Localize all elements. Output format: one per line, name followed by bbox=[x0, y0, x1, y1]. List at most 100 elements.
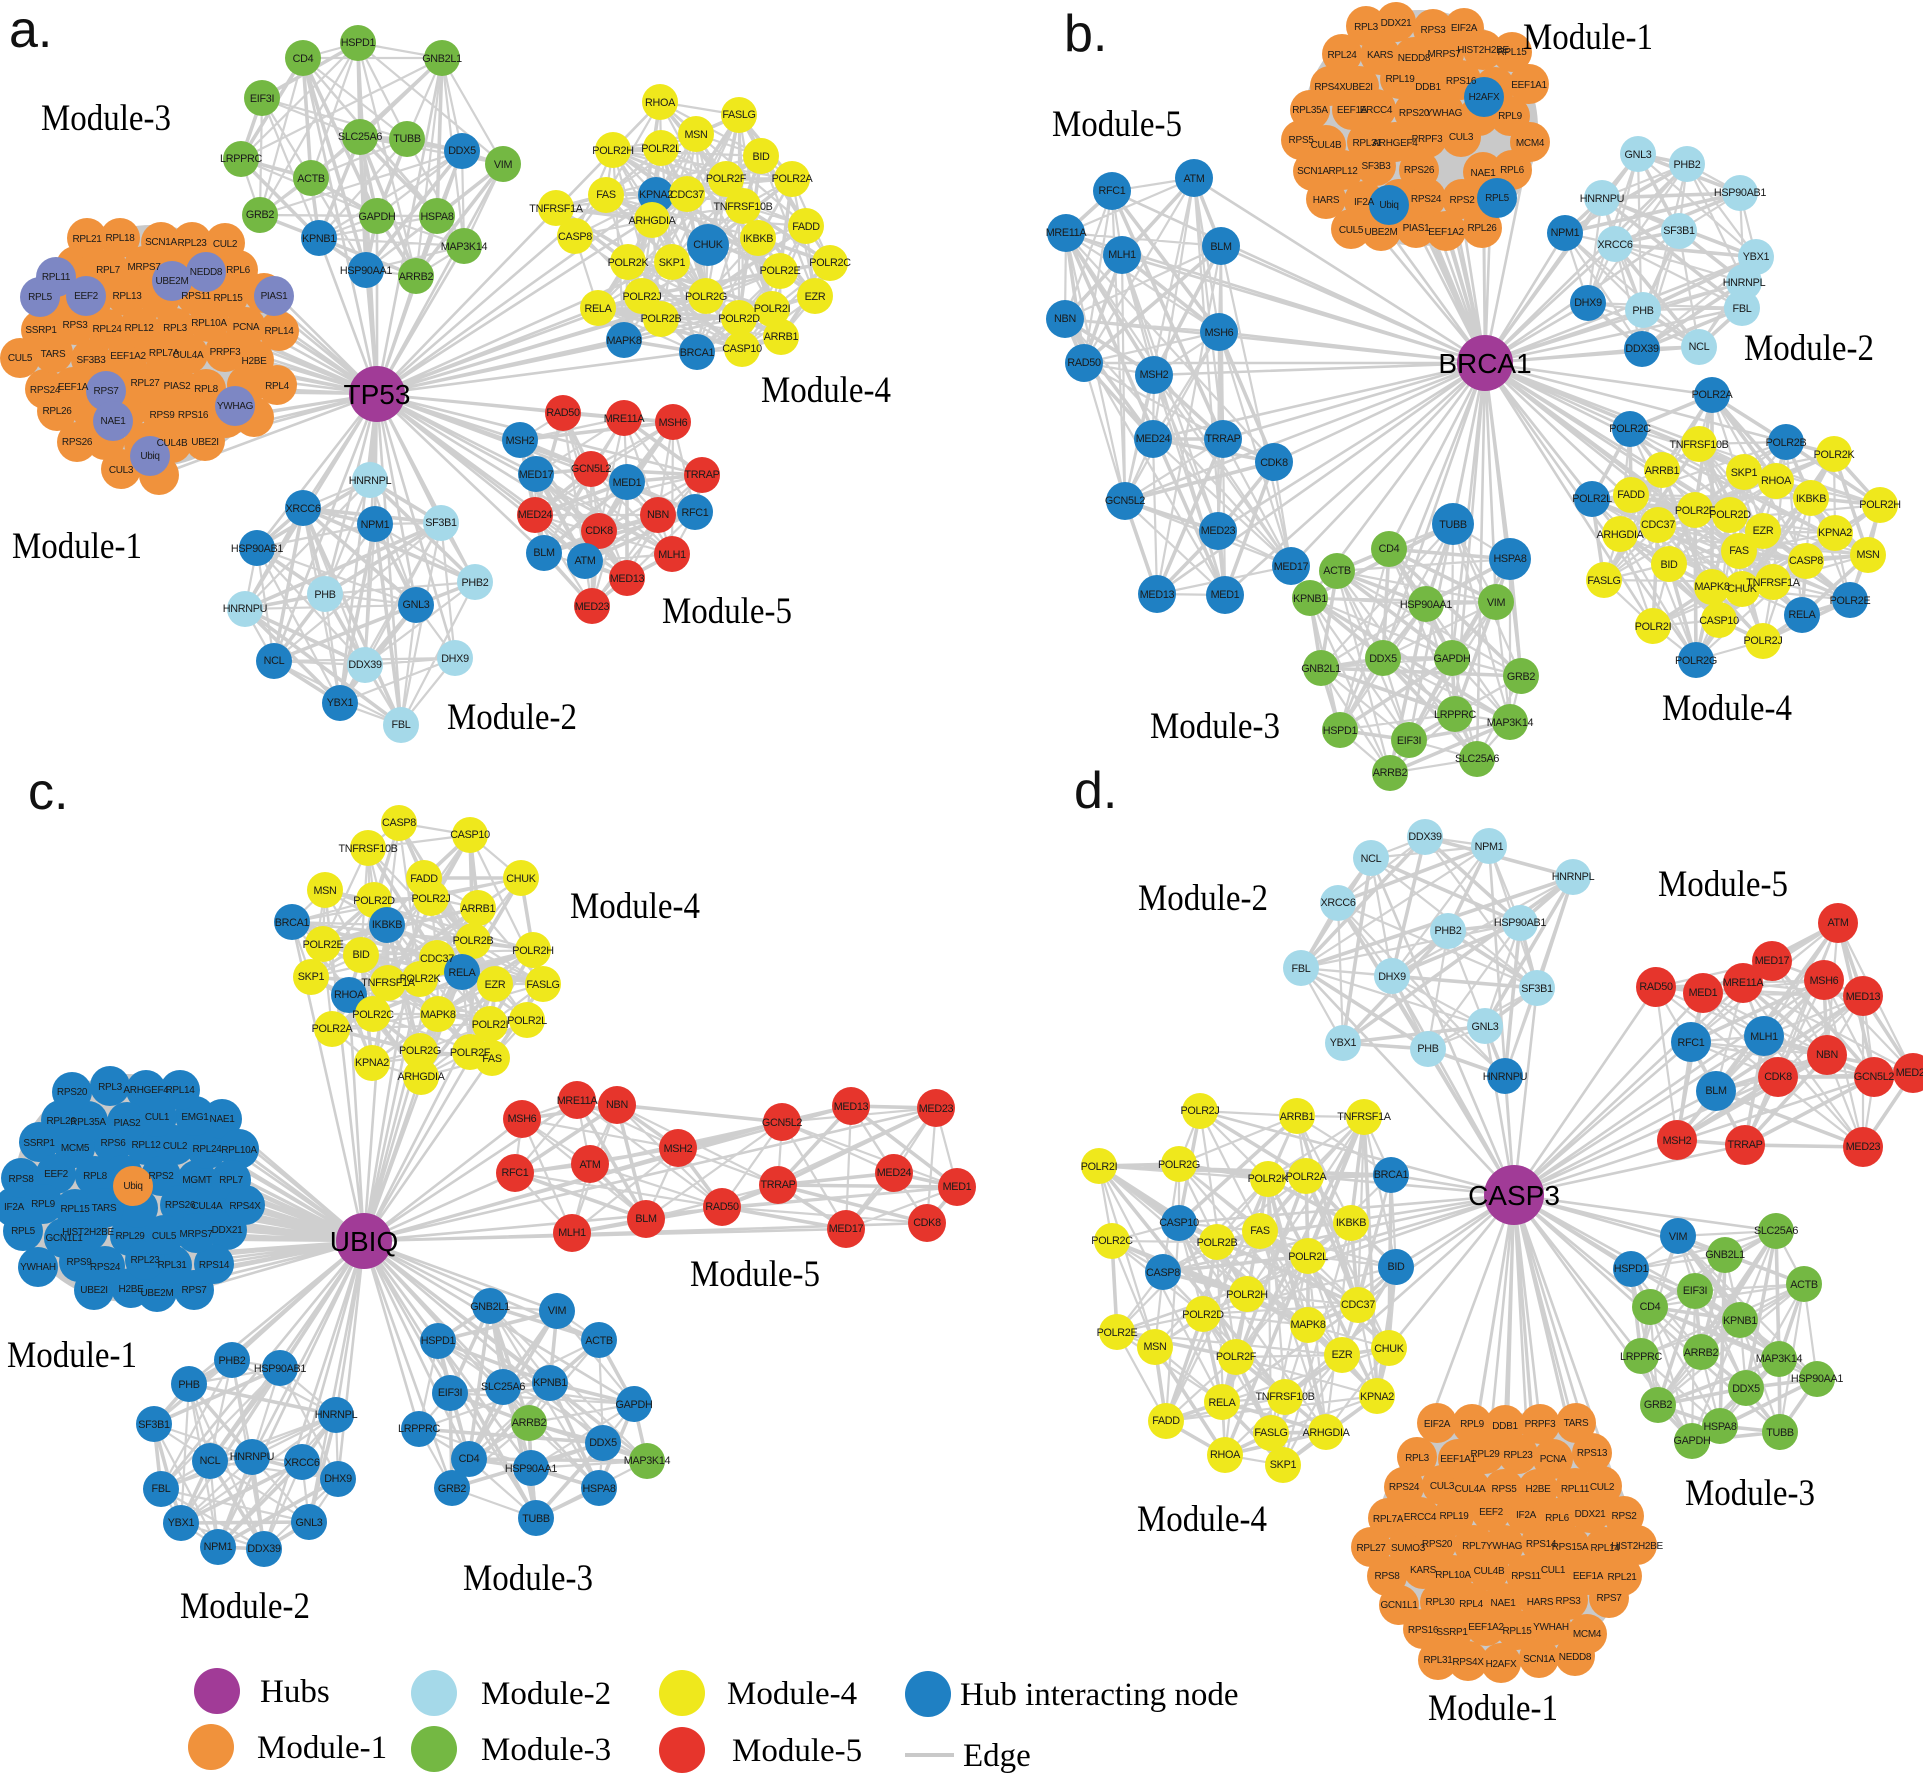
svg-text:RPL15: RPL15 bbox=[1497, 47, 1527, 58]
svg-text:ARHGDIA: ARHGDIA bbox=[1302, 1427, 1350, 1439]
svg-text:EIF3I: EIF3I bbox=[1683, 1285, 1707, 1297]
svg-text:POLR2C: POLR2C bbox=[352, 1009, 394, 1021]
svg-text:KPNB1: KPNB1 bbox=[1723, 1315, 1757, 1327]
svg-text:RPL8: RPL8 bbox=[83, 1171, 108, 1182]
svg-text:Module-1: Module-1 bbox=[1523, 17, 1653, 58]
svg-text:MSH6: MSH6 bbox=[508, 1113, 537, 1125]
svg-text:HNRNPL: HNRNPL bbox=[315, 1409, 358, 1421]
svg-text:ARRB1: ARRB1 bbox=[1280, 1111, 1315, 1123]
svg-text:DDB1: DDB1 bbox=[1415, 82, 1441, 93]
svg-text:GNL3: GNL3 bbox=[295, 1517, 322, 1529]
svg-text:MED24: MED24 bbox=[1896, 1067, 1923, 1079]
svg-text:DDX5: DDX5 bbox=[448, 145, 476, 157]
svg-text:HNRNPU: HNRNPU bbox=[230, 1451, 274, 1463]
svg-text:VIM: VIM bbox=[1669, 1231, 1688, 1243]
svg-text:RPS5: RPS5 bbox=[1289, 135, 1315, 146]
svg-text:ARHGDIA: ARHGDIA bbox=[1596, 529, 1644, 541]
svg-text:IF2A: IF2A bbox=[1516, 1510, 1537, 1521]
svg-text:RPS3: RPS3 bbox=[1556, 1596, 1582, 1607]
svg-text:EMG1: EMG1 bbox=[181, 1112, 209, 1123]
svg-text:POLR2L: POLR2L bbox=[1572, 493, 1612, 505]
svg-text:CHUK: CHUK bbox=[506, 873, 536, 885]
svg-text:POLR2J: POLR2J bbox=[622, 291, 661, 303]
svg-text:MCM4: MCM4 bbox=[1573, 1629, 1602, 1640]
svg-text:FADD: FADD bbox=[792, 221, 820, 233]
svg-text:POLR2E: POLR2E bbox=[1097, 1327, 1138, 1339]
svg-text:CASP3: CASP3 bbox=[1468, 1180, 1560, 1211]
svg-text:RPL27: RPL27 bbox=[130, 378, 160, 389]
svg-text:CUL4A: CUL4A bbox=[173, 350, 204, 361]
svg-text:ERCC4: ERCC4 bbox=[1360, 105, 1393, 116]
svg-text:Module-5: Module-5 bbox=[1658, 864, 1788, 905]
svg-text:RPS11: RPS11 bbox=[1511, 1571, 1541, 1582]
svg-text:POLR2E: POLR2E bbox=[303, 939, 344, 951]
svg-text:SCN1A: SCN1A bbox=[145, 237, 177, 248]
svg-text:FAS: FAS bbox=[1250, 1225, 1270, 1237]
svg-text:POLR2I: POLR2I bbox=[472, 1019, 509, 1031]
svg-text:PHB: PHB bbox=[178, 1379, 199, 1391]
svg-text:TP53: TP53 bbox=[344, 379, 411, 410]
svg-text:RPL14: RPL14 bbox=[1590, 1543, 1620, 1554]
svg-text:TARS: TARS bbox=[1564, 1418, 1589, 1429]
svg-text:KPNB1: KPNB1 bbox=[302, 233, 336, 245]
svg-text:CD4: CD4 bbox=[293, 53, 314, 65]
svg-text:MAP3K14: MAP3K14 bbox=[624, 1455, 671, 1467]
svg-text:MRE11A: MRE11A bbox=[1723, 977, 1765, 989]
svg-text:CASP8: CASP8 bbox=[1146, 1267, 1180, 1279]
svg-text:SSRP1: SSRP1 bbox=[23, 1138, 55, 1149]
svg-text:MED1: MED1 bbox=[1211, 589, 1240, 601]
svg-text:MED24: MED24 bbox=[518, 509, 553, 521]
svg-text:GRB2: GRB2 bbox=[246, 209, 274, 221]
svg-text:TUBB: TUBB bbox=[1766, 1427, 1794, 1439]
svg-text:POLR2F: POLR2F bbox=[1216, 1351, 1257, 1363]
svg-text:EZR: EZR bbox=[1332, 1349, 1353, 1361]
svg-text:Module-4: Module-4 bbox=[1662, 688, 1792, 729]
svg-text:RPS2: RPS2 bbox=[1450, 195, 1476, 206]
svg-text:KPNA2: KPNA2 bbox=[355, 1057, 389, 1069]
svg-text:HSP90AA1: HSP90AA1 bbox=[1791, 1373, 1844, 1385]
svg-text:RELA: RELA bbox=[1208, 1397, 1236, 1409]
svg-text:RPL9: RPL9 bbox=[31, 1199, 56, 1210]
svg-text:DDX39: DDX39 bbox=[247, 1543, 281, 1555]
svg-text:EEF2: EEF2 bbox=[44, 1169, 69, 1180]
svg-text:RPS8: RPS8 bbox=[1375, 1571, 1401, 1582]
svg-text:UBE2M: UBE2M bbox=[141, 1288, 174, 1299]
svg-text:RPL23: RPL23 bbox=[130, 1255, 160, 1266]
svg-text:GCN1L1: GCN1L1 bbox=[45, 1233, 83, 1244]
svg-text:EZR: EZR bbox=[485, 979, 506, 991]
svg-text:RPL35A: RPL35A bbox=[1292, 105, 1328, 116]
svg-text:PIAS2: PIAS2 bbox=[114, 1118, 142, 1129]
svg-text:DDX39: DDX39 bbox=[1408, 831, 1442, 843]
svg-text:CHUK: CHUK bbox=[1727, 583, 1757, 595]
svg-text:EEF1A2: EEF1A2 bbox=[1468, 1622, 1504, 1633]
svg-text:MCM5: MCM5 bbox=[61, 1143, 90, 1154]
svg-text:RAD50: RAD50 bbox=[1067, 357, 1101, 369]
svg-text:Module-2: Module-2 bbox=[481, 1676, 611, 1712]
svg-text:HNRNPL: HNRNPL bbox=[349, 475, 392, 487]
svg-text:RPS16: RPS16 bbox=[178, 410, 209, 421]
svg-text:CASP8: CASP8 bbox=[558, 231, 592, 243]
svg-text:RELA: RELA bbox=[1788, 609, 1816, 621]
svg-text:RAD50: RAD50 bbox=[705, 1201, 739, 1213]
svg-text:DDX5: DDX5 bbox=[1732, 1383, 1760, 1395]
svg-text:GCN5L2: GCN5L2 bbox=[762, 1117, 803, 1129]
svg-text:ERCC4: ERCC4 bbox=[1404, 1512, 1437, 1523]
svg-text:RPS24: RPS24 bbox=[90, 1262, 121, 1273]
svg-text:BRCA1: BRCA1 bbox=[1438, 348, 1531, 379]
svg-text:NPM1: NPM1 bbox=[361, 519, 390, 531]
svg-text:RPL7A: RPL7A bbox=[1373, 1514, 1404, 1525]
svg-text:GCN5L2: GCN5L2 bbox=[1105, 495, 1146, 507]
svg-text:MAPK8: MAPK8 bbox=[1694, 581, 1729, 593]
svg-text:CUL4A: CUL4A bbox=[1455, 1484, 1486, 1495]
svg-text:ARHGEF4: ARHGEF4 bbox=[1372, 138, 1418, 149]
svg-text:HSP90AB1: HSP90AB1 bbox=[1714, 187, 1767, 199]
svg-text:HSPA8: HSPA8 bbox=[1493, 553, 1526, 565]
svg-text:TNFRSF1A: TNFRSF1A bbox=[361, 977, 415, 989]
svg-text:RPL9: RPL9 bbox=[1498, 111, 1523, 122]
svg-text:SUMO3: SUMO3 bbox=[1391, 1543, 1426, 1554]
svg-text:MRE11A: MRE11A bbox=[1046, 227, 1088, 239]
svg-text:HSP90AA1: HSP90AA1 bbox=[340, 265, 393, 277]
svg-text:RPS5: RPS5 bbox=[1492, 1484, 1518, 1495]
svg-text:SF3B1: SF3B1 bbox=[425, 517, 457, 529]
svg-text:BRCA1: BRCA1 bbox=[680, 347, 715, 359]
